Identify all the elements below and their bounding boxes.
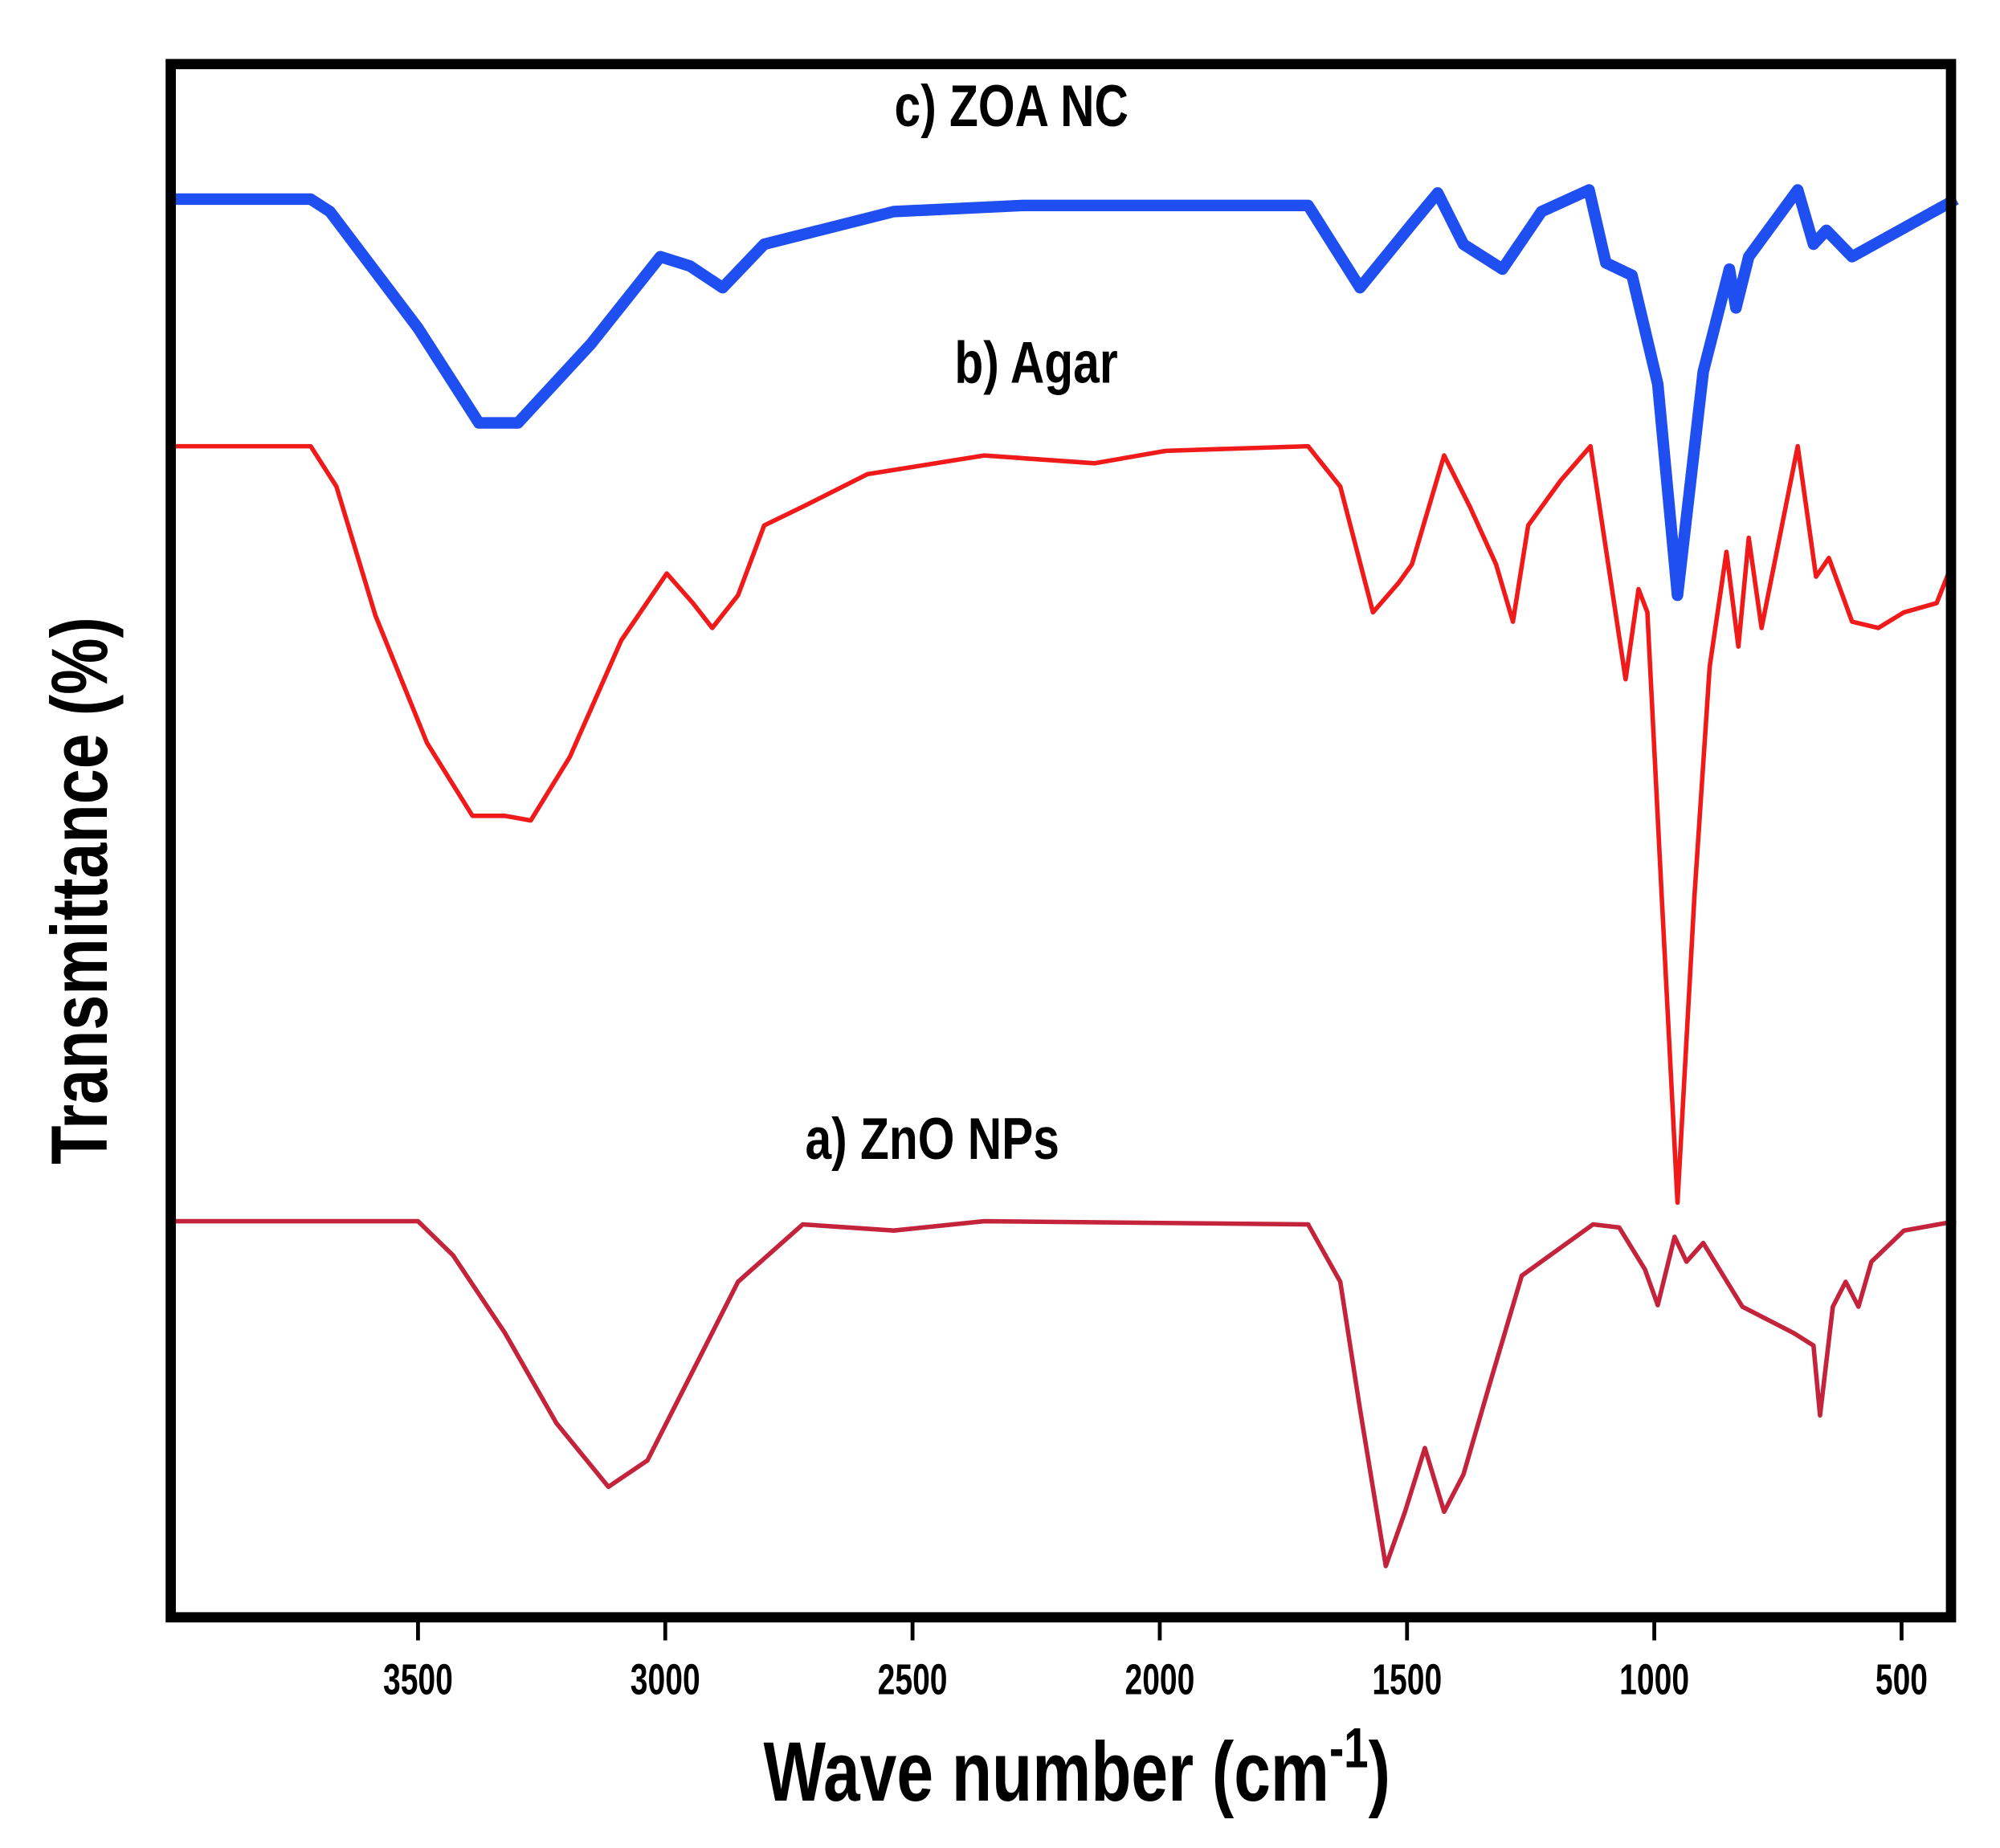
series-label-0: c) ZOA NC bbox=[895, 74, 1129, 140]
plot-frame bbox=[165, 59, 1957, 1623]
x-tick-label: 1000 bbox=[1619, 1655, 1689, 1704]
x-tick-label: 2000 bbox=[1124, 1655, 1194, 1704]
y-axis-label: Transmittance (%) bbox=[35, 617, 123, 1165]
series-label-2: a) ZnO NPs bbox=[806, 1107, 1059, 1173]
curves-layer bbox=[170, 184, 1959, 1569]
x-tick-label: 500 bbox=[1876, 1655, 1928, 1704]
series-label-1: b) Agar bbox=[954, 330, 1117, 396]
series-line-1 bbox=[170, 443, 1954, 1205]
series-line-2 bbox=[170, 1218, 1957, 1569]
x-tick-label: 3000 bbox=[631, 1655, 700, 1704]
x-axis-label-superscript: -1 bbox=[1329, 1717, 1369, 1780]
x-axis-label: Wave number (cm-1) bbox=[763, 1717, 1390, 1819]
series-labels: c) ZOA NC b) Agar a) ZnO NPs bbox=[806, 74, 1129, 1173]
x-ticks: 3500 3000 2500 2000 1500 1000 500 bbox=[383, 1617, 1928, 1704]
series-line-0 bbox=[170, 184, 1959, 602]
x-tick-label: 3500 bbox=[383, 1655, 453, 1704]
x-tick-label: 1500 bbox=[1372, 1655, 1442, 1704]
x-tick-label: 2500 bbox=[878, 1655, 948, 1704]
